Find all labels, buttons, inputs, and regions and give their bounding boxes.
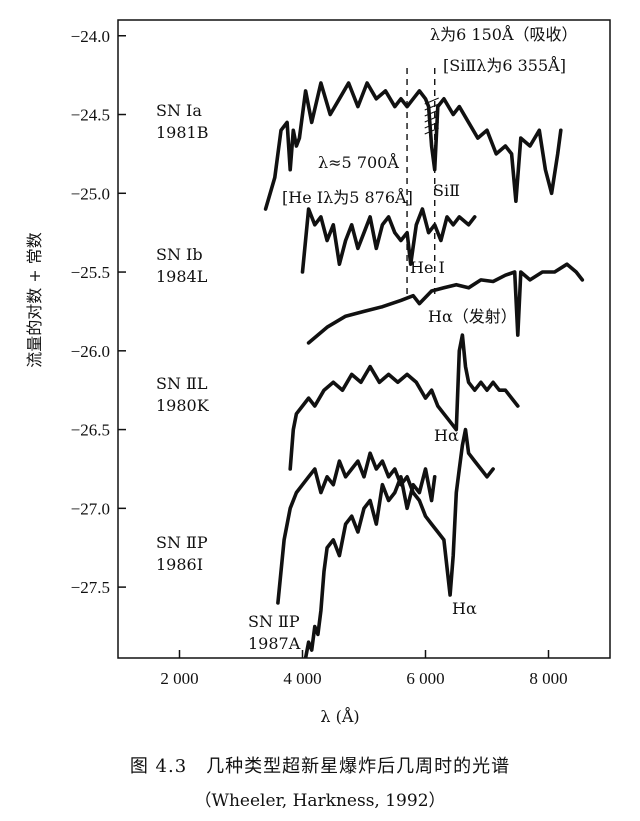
annotation-he1: He Ⅰ bbox=[410, 258, 445, 277]
absorption-hatch bbox=[424, 121, 439, 129]
x-axis-label: λ (Å) bbox=[320, 706, 359, 726]
series-label-sn-iil-1980k: SN ⅡL 1980K bbox=[156, 374, 210, 415]
annotation-abs-line: λ为6 150Å（吸收） bbox=[430, 24, 578, 44]
x-tick-label: 4 000 bbox=[283, 669, 321, 688]
series-label-id: 1987A bbox=[248, 634, 301, 653]
annotation-si2: SiⅡ bbox=[433, 181, 460, 200]
figure-caption-source: （Wheeler, Harkness, 1992） bbox=[194, 791, 446, 811]
annotation-ha-2: Hα bbox=[452, 599, 477, 618]
spectra-chart: −24.0 −24.5 −25.0 −25.5 −26.0 −26.5 −27.0 −27.5… bbox=[25, 19, 611, 726]
series-label-id: 1986I bbox=[156, 555, 203, 574]
series-label-id: 1981B bbox=[156, 123, 208, 142]
series-label-id: 1980K bbox=[156, 396, 210, 415]
series-label-sn-iip-1986i: SN ⅡP 1986I bbox=[156, 533, 208, 574]
series-label-type: SN ⅡL bbox=[156, 374, 208, 393]
series-label-type: SN ⅡP bbox=[248, 612, 300, 631]
series-label-sn-ib-1984l: SN Ⅰb 1984L bbox=[156, 245, 208, 286]
series-line-0 bbox=[263, 81, 563, 211]
series-label-type: SN Ⅰa bbox=[156, 101, 202, 120]
annotation-approx: λ≈5 700Å bbox=[318, 152, 399, 172]
annotation-he-line: [He Ⅰλ为5 876Å] bbox=[282, 187, 413, 207]
series-line-2 bbox=[306, 262, 585, 345]
y-tick-label: −26.5 bbox=[71, 421, 110, 440]
y-tick-label: −27.0 bbox=[71, 499, 110, 518]
series-label-sn-iip-1987a: SN ⅡP 1987A bbox=[248, 612, 301, 653]
annotation-ha-emit: Hα（发射） bbox=[428, 307, 517, 326]
label-layer: SN Ⅰa 1981B SN Ⅰb 1984L SN ⅡL 1980K SN ⅡP 1986I… bbox=[156, 101, 301, 653]
annotation-ha-1: Hα bbox=[434, 426, 459, 445]
absorption-hatch bbox=[424, 127, 439, 135]
figure-caption-title: 图 4.3 几种类型超新星爆炸后几周时的光谱 bbox=[129, 756, 511, 777]
vline-layer bbox=[406, 68, 439, 298]
y-tick-label: −26.0 bbox=[71, 342, 110, 361]
y-axis-label: 流量的对数 + 常数 bbox=[25, 232, 44, 368]
x-tick-label: 2 000 bbox=[160, 669, 198, 688]
plot-frame bbox=[117, 19, 611, 659]
series-line-3 bbox=[288, 333, 520, 471]
y-tick-label: −24.0 bbox=[71, 27, 110, 46]
y-tick-label: −25.0 bbox=[71, 184, 110, 203]
absorption-hatch bbox=[424, 103, 439, 111]
absorption-hatch bbox=[424, 97, 439, 105]
axes: −24.0 −24.5 −25.0 −25.5 −26.0 −26.5 −27.0 −27.5… bbox=[71, 19, 611, 688]
y-tick-label: −24.5 bbox=[71, 106, 110, 125]
y-tick-label: −27.5 bbox=[71, 578, 110, 597]
series-label-sn-ia-1981b: SN Ⅰa 1981B bbox=[156, 101, 208, 142]
x-tick-label: 6 000 bbox=[406, 669, 444, 688]
series-line-5 bbox=[303, 467, 437, 658]
absorption-hatch bbox=[424, 115, 439, 123]
series-line-4 bbox=[276, 427, 495, 605]
x-tick-label: 8 000 bbox=[529, 669, 567, 688]
series-line-1 bbox=[300, 207, 477, 274]
annotation-si-line: [SiⅡλ为6 355Å] bbox=[443, 55, 566, 75]
absorption-hatch bbox=[424, 109, 439, 117]
series-label-type: SN Ⅰb bbox=[156, 245, 203, 264]
series-label-id: 1984L bbox=[156, 267, 208, 286]
y-tick-label: −25.5 bbox=[71, 263, 110, 282]
series-layer bbox=[263, 81, 585, 658]
series-label-type: SN ⅡP bbox=[156, 533, 208, 552]
